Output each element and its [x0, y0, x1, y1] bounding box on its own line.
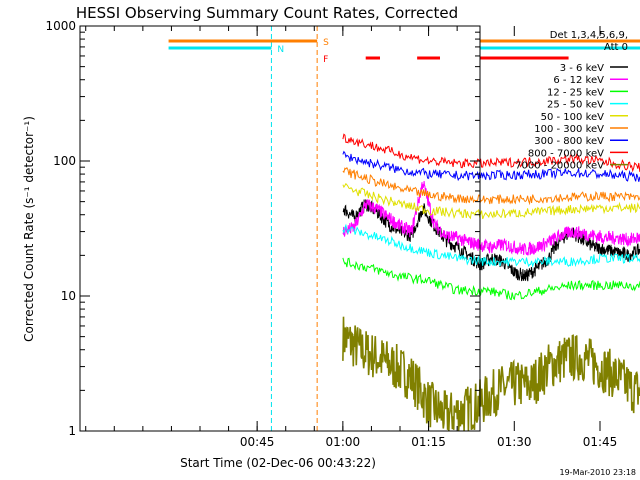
- legend-label-1: 6 - 12 keV: [553, 75, 604, 86]
- y-tick-label-1: 10: [61, 289, 76, 303]
- chart-title: HESSI Observing Summary Count Rates, Cor…: [76, 4, 458, 22]
- legend-label-0: 3 - 6 keV: [560, 63, 604, 74]
- axes-ticks: 00:4501:0001:1501:3001:4502:0002:1511010…: [45, 19, 618, 449]
- y-tick-label-0: 1: [68, 424, 76, 438]
- flag-bars: S N F: [168, 38, 640, 65]
- legend-label-5: 100 - 300 keV: [534, 124, 604, 135]
- legend-label-2: 12 - 25 keV: [547, 87, 604, 98]
- series-line-25_50keV: [342, 223, 640, 269]
- flag-label-F: F: [323, 55, 328, 65]
- y-tick-label-2: 100: [53, 154, 76, 168]
- x-tick-label-1: 01:00: [326, 435, 361, 449]
- x-tick-label-2: 01:15: [411, 435, 446, 449]
- legend-label-7: 800 - 7000 keV: [528, 148, 604, 159]
- legend-label-8: 7000 - 20000 keV: [515, 161, 604, 172]
- x-axis-label: Start Time (02-Dec-06 00:43:22): [180, 456, 376, 470]
- y-axis-label: Corrected Count Rate (s⁻¹ detector⁻¹): [22, 116, 36, 342]
- x-tick-label-4: 01:45: [583, 435, 618, 449]
- series-line-12_25keV: [342, 257, 640, 301]
- flag-label-N: N: [277, 45, 284, 55]
- legend-label-3: 25 - 50 keV: [547, 100, 604, 111]
- x-tick-label-0: 00:45: [240, 435, 275, 449]
- flag-label-S: S: [323, 38, 329, 48]
- series-group: [342, 133, 640, 432]
- legend-title-line-1: Att 0: [604, 42, 628, 53]
- x-tick-label-3: 01:30: [497, 435, 532, 449]
- legend-label-6: 300 - 800 keV: [534, 136, 604, 147]
- series-line-50_100keV: [342, 182, 640, 220]
- vertical-markers: [270, 26, 318, 431]
- series-line-800_7000keV: [342, 133, 640, 173]
- series-line-6_12keV: [342, 180, 640, 256]
- legend-title-line-0: Det 1,3,4,5,6,9,: [550, 30, 628, 41]
- series-line-300_800keV: [342, 150, 640, 182]
- series-line-100_300keV: [342, 166, 640, 206]
- plot-frame: [79, 25, 481, 432]
- y-tick-label-3: 1000: [45, 19, 76, 33]
- timestamp-label: 19-Mar-2010 23:18: [560, 468, 637, 477]
- series-line-7000_20000keV: [342, 316, 640, 432]
- legend-label-4: 50 - 100 keV: [541, 112, 605, 123]
